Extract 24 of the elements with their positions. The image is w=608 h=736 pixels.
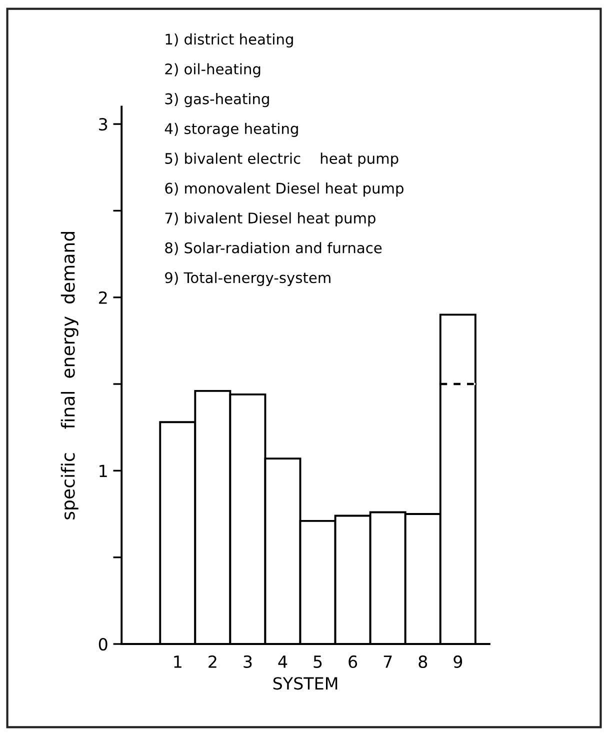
annotation: 4) storage heating [164, 122, 298, 137]
y-tick-label: 1 [100, 464, 107, 478]
y-tick-label: 0 [98, 638, 108, 651]
x-tick-label: 5 [314, 656, 322, 668]
annotation: 5) bivalent electric heat pump [165, 152, 398, 167]
y-tick-label: 2 [99, 291, 107, 304]
annotation: 9) Total-energy-system [165, 272, 330, 286]
y-axis-title: specific final energy demand [60, 232, 78, 520]
text: 1) district heating [166, 33, 293, 48]
annotation: 8) Solar-radiation and furnace [165, 242, 382, 256]
x-tick-label: 4 [278, 656, 288, 668]
x-tick-label: 6 [348, 655, 358, 668]
y-tick-label: 3 [99, 118, 108, 131]
x-axis-title: SYSTEM [273, 677, 338, 690]
x-tick-label: 7 [384, 656, 392, 668]
annotation: 6) monovalent Diesel heat pump [165, 182, 404, 197]
annotation: 7) bivalent Diesel heat pump [165, 212, 376, 226]
x-tick-label: 8 [418, 655, 428, 668]
x-tick-label: 3 [244, 655, 252, 668]
x-tick-label: 1 [174, 656, 182, 668]
x-tick-label: 9 [454, 655, 462, 668]
annotation: 3) gas-heating [165, 93, 269, 108]
x-tick-label: 2 [208, 655, 216, 668]
text: 2) oil-heating [165, 63, 260, 78]
